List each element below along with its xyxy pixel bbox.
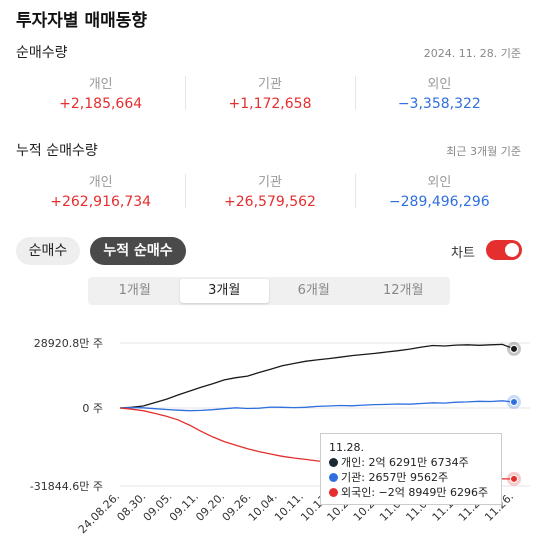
period-3-months[interactable]: 3개월 xyxy=(179,279,269,303)
chart-toggle-label: 차트 xyxy=(451,246,475,261)
x-tick-label-7: 10.11. xyxy=(272,490,306,524)
net-stats: 개인 +2,185,664 기관 +1,172,658 외인 −3,358,32… xyxy=(16,70,524,120)
chart-tooltip: 11.28. 개인: 2억 6291만 6734주 기관: 2657만 9562… xyxy=(320,433,502,505)
x-tick-label-3: 09.11. xyxy=(167,490,201,524)
cum-stat-institution: 기관 +26,579,562 xyxy=(185,168,354,218)
tooltip-text: 외국인: −2억 8949만 6296주 xyxy=(341,486,489,499)
y-axis-labels: 28920.8만 주 0 주 -31844.6만 주 xyxy=(30,337,103,493)
stat-label: 개인 xyxy=(88,77,113,92)
cum-stat-retail: 개인 +262,916,734 xyxy=(16,168,185,218)
page-title: 투자자별 매매동향 xyxy=(16,11,148,31)
net-date-note: 2024. 11. 28. 기준 xyxy=(423,47,521,60)
period-1-month[interactable]: 1개월 xyxy=(118,283,151,298)
cum-stats: 개인 +262,916,734 기관 +26,579,562 외인 −289,4… xyxy=(16,168,524,218)
stat-label: 기관 xyxy=(258,175,282,190)
retail-dot-icon xyxy=(329,458,338,467)
tooltip-text: 기관: 2657만 9562주 xyxy=(341,471,449,484)
tooltip-row-institution: 기관: 2657만 9562주 xyxy=(329,470,493,485)
tooltip-row-retail: 개인: 2억 6291만 6734주 xyxy=(329,455,493,470)
x-tick-label-6: 10.04. xyxy=(246,490,280,524)
stat-label: 외인 xyxy=(427,175,452,190)
tooltip-date: 11.28. xyxy=(329,441,364,454)
chart-endpoints xyxy=(507,341,521,486)
series-endpoint-2 xyxy=(510,474,518,483)
x-tick-label-2: 09.05. xyxy=(141,490,175,524)
stat-value: +1,172,658 xyxy=(228,96,312,112)
stat-label: 개인 xyxy=(88,175,113,190)
y-tick-label-0: 28920.8만 주 xyxy=(34,337,103,350)
net-stat-institution: 기관 +1,172,658 xyxy=(185,70,354,120)
cumulative-net-buy-tab[interactable]: 누적 순매수 xyxy=(90,237,186,265)
cumulative-net-buy-chart[interactable]: 28920.8만 주0 주-31844.6만 주 24.08.26.08.30.… xyxy=(0,315,540,540)
stat-value: +2,185,664 xyxy=(59,96,143,112)
toggle-knob xyxy=(505,243,519,257)
tooltip-row-foreign: 외국인: −2억 8949만 6296주 xyxy=(329,485,493,500)
series-endpoint-1 xyxy=(510,398,518,407)
stat-label: 기관 xyxy=(258,77,282,92)
series-endpoint-0 xyxy=(510,344,518,353)
foreign-dot-icon xyxy=(329,488,338,497)
x-tick-label-4: 09.20. xyxy=(193,490,227,524)
series-line-0 xyxy=(119,343,515,409)
cum-section-title: 누적 순매수량 xyxy=(16,143,98,159)
y-tick-label-2: -31844.6만 주 xyxy=(30,480,103,493)
x-tick-label-1: 08.30. xyxy=(114,490,148,524)
stat-value: +262,916,734 xyxy=(50,194,152,210)
cum-period-note: 최근 3개월 기준 xyxy=(446,145,521,158)
period-selector: 1개월 3개월 6개월 12개월 xyxy=(88,277,450,305)
net-section-title: 순매수량 xyxy=(16,45,68,61)
net-stat-foreign: 외인 −3,358,322 xyxy=(354,70,524,120)
institution-dot-icon xyxy=(329,473,338,482)
stat-value: −3,358,322 xyxy=(397,96,481,112)
period-6-months[interactable]: 6개월 xyxy=(297,283,330,298)
stat-label: 외인 xyxy=(427,77,452,92)
net-buy-tab[interactable]: 순매수 xyxy=(16,237,80,265)
stat-value: −289,496,296 xyxy=(388,194,490,210)
net-stat-retail: 개인 +2,185,664 xyxy=(16,70,185,120)
y-tick-label-1: 0 주 xyxy=(82,402,103,415)
series-line-1 xyxy=(119,400,515,412)
x-tick-label-5: 09.26. xyxy=(220,490,254,524)
chart-toggle-switch[interactable] xyxy=(486,240,522,260)
stat-value: +26,579,562 xyxy=(224,194,316,210)
period-12-months[interactable]: 12개월 xyxy=(383,283,424,298)
tooltip-text: 개인: 2억 6291만 6734주 xyxy=(341,456,469,469)
cum-stat-foreign: 외인 −289,496,296 xyxy=(354,168,524,218)
